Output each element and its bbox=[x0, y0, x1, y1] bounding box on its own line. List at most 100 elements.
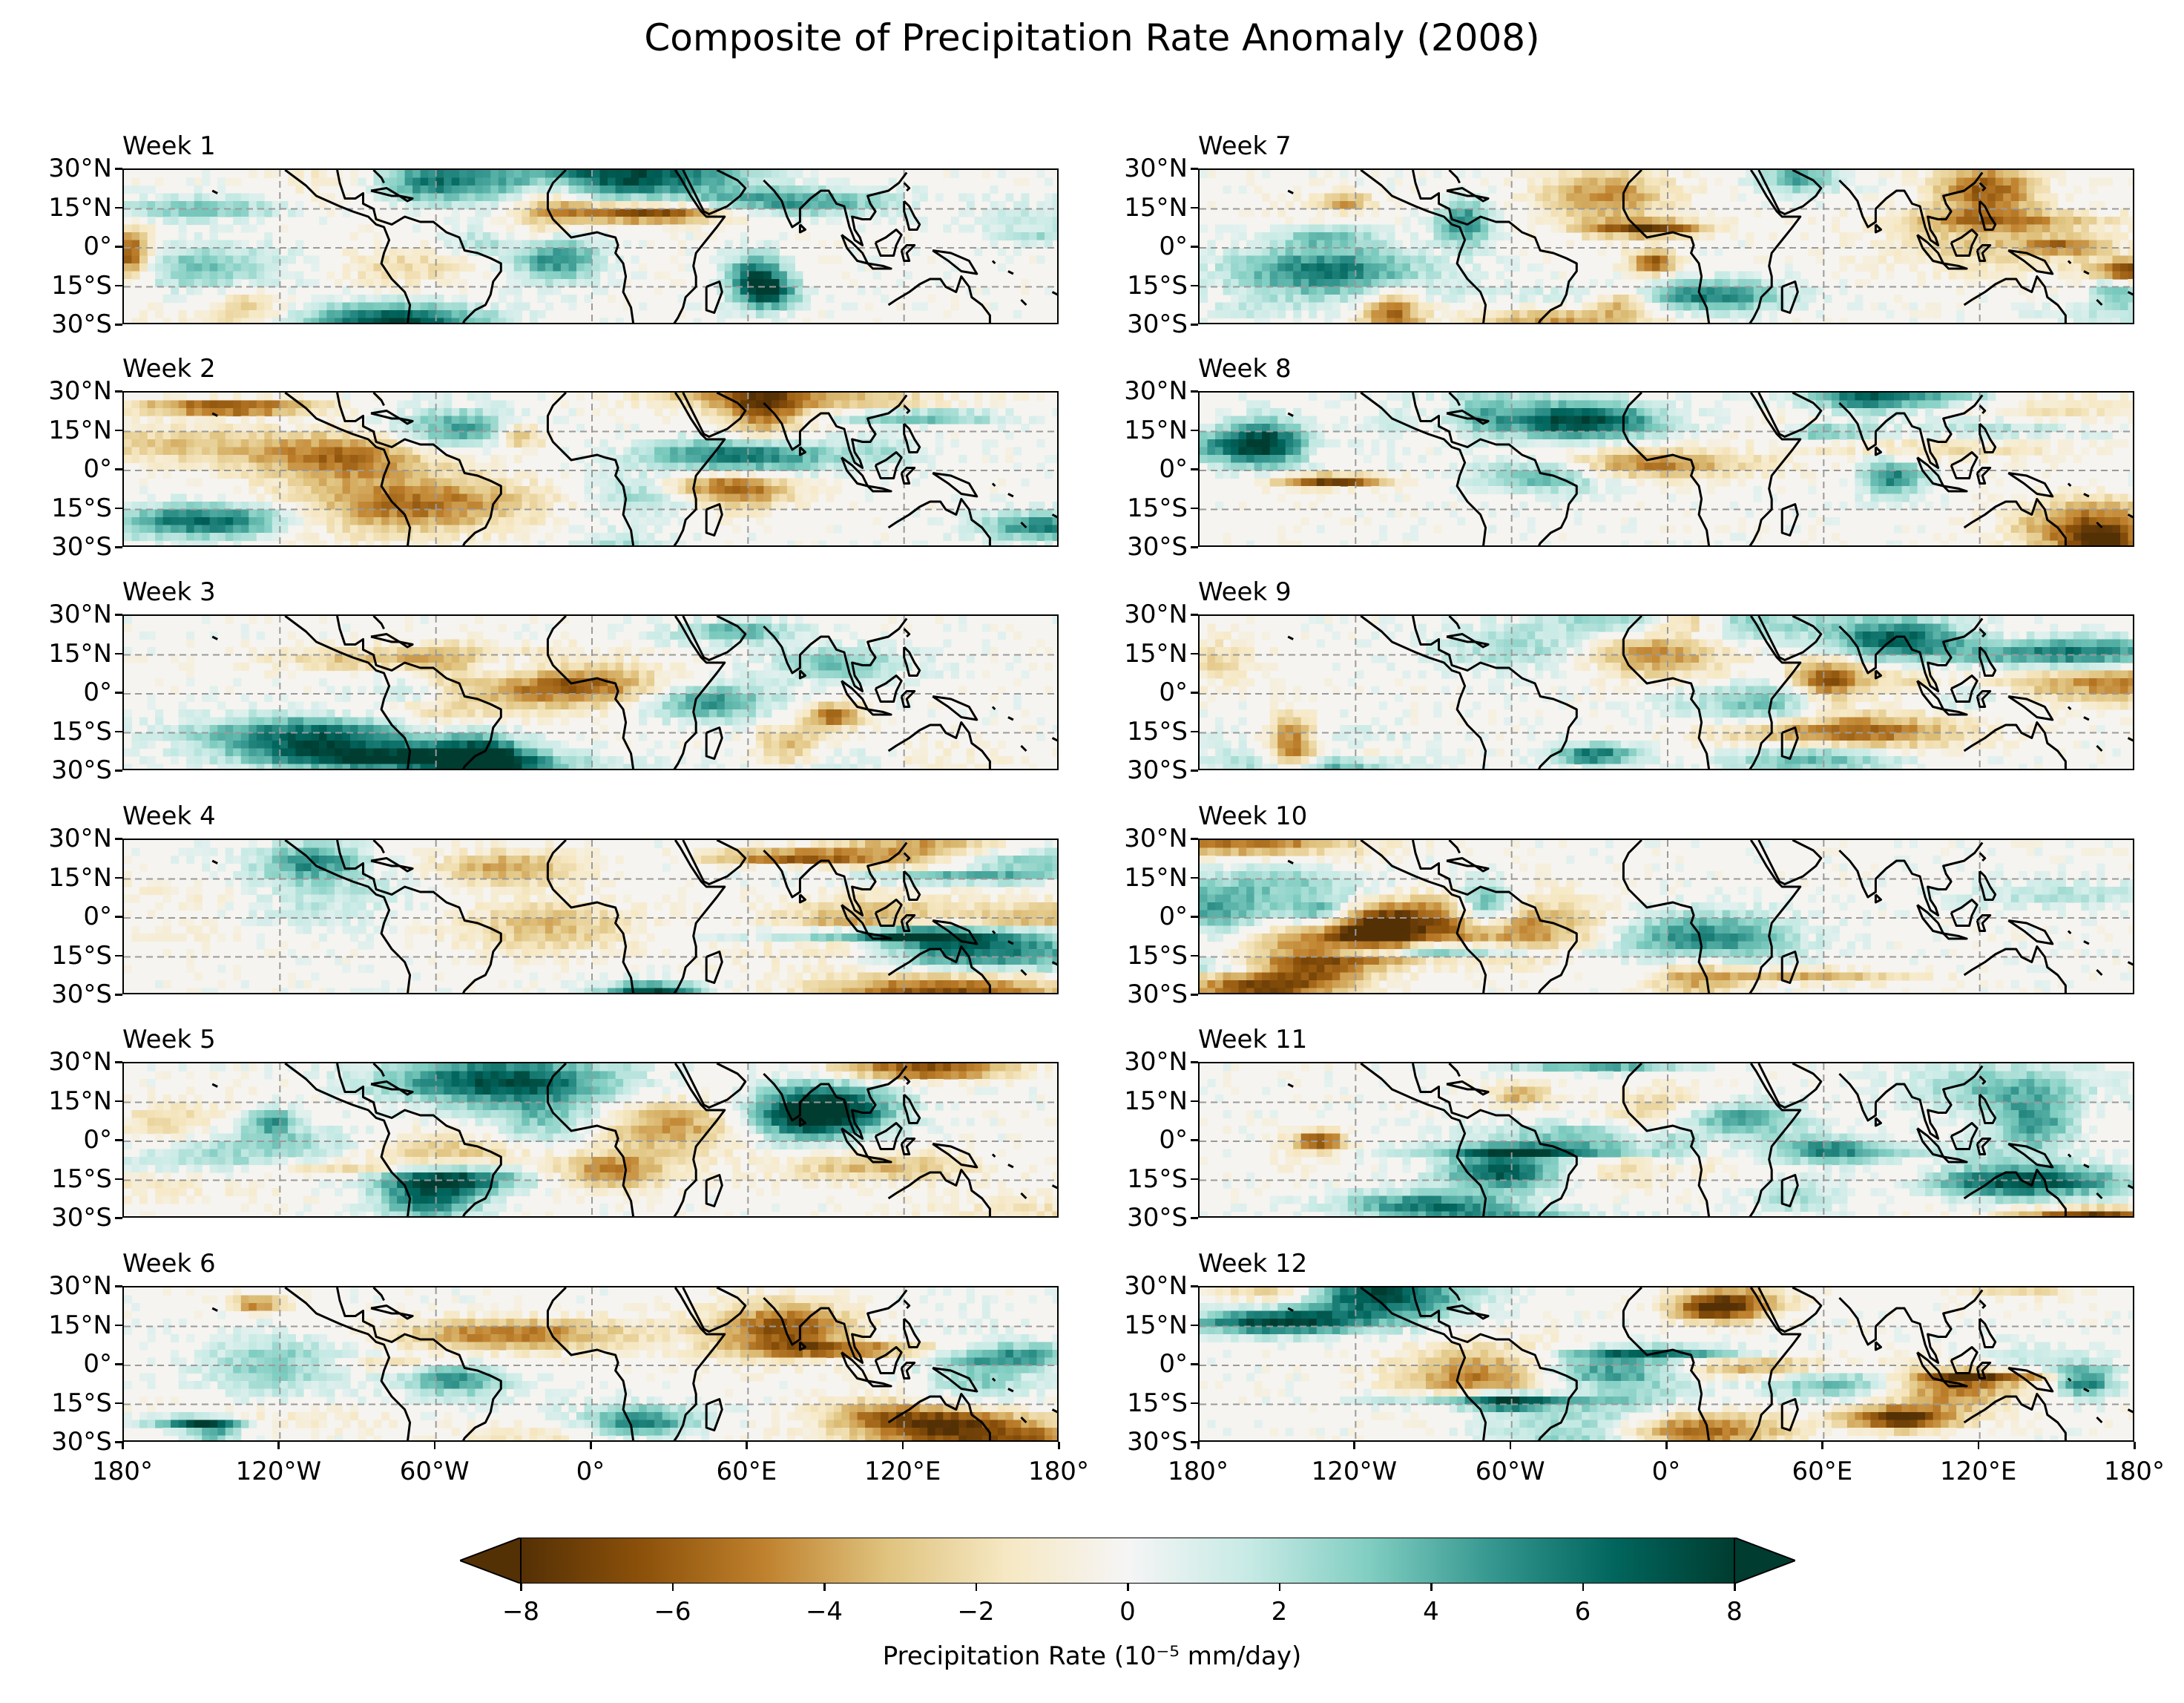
lat-tick-mark bbox=[115, 324, 122, 326]
coastline bbox=[1757, 170, 1823, 215]
coastline bbox=[1051, 291, 1057, 296]
colorbar-tick-mark bbox=[823, 1584, 826, 1591]
coastline bbox=[991, 1153, 996, 1158]
colorbar-extend-left bbox=[460, 1538, 522, 1584]
coastline bbox=[1007, 270, 1014, 275]
lon-tick-label: 120°W bbox=[235, 1457, 322, 1486]
coastline bbox=[932, 472, 978, 498]
lat-tick-label: 30°N bbox=[48, 824, 112, 853]
coastline bbox=[1979, 646, 1997, 677]
lon-tick-mark bbox=[277, 1442, 280, 1449]
colorbar-tick-mark bbox=[1430, 1584, 1433, 1591]
coastline bbox=[1446, 187, 1477, 197]
map-plot-area bbox=[122, 391, 1059, 547]
coastline bbox=[705, 951, 723, 984]
lat-tick-mark bbox=[115, 390, 122, 393]
coastline bbox=[398, 864, 414, 873]
coastline bbox=[1749, 170, 1802, 323]
coastline bbox=[1780, 951, 1799, 984]
coastline bbox=[1979, 404, 1987, 415]
coastline bbox=[1950, 451, 1979, 479]
lat-tick-label: 15°N bbox=[48, 1310, 112, 1340]
coastline bbox=[932, 249, 978, 275]
coastline bbox=[900, 467, 916, 485]
lon-tick-label: 120°E bbox=[1939, 1457, 2017, 1486]
lat-tick-mark bbox=[1191, 692, 1198, 694]
lat-tick-mark bbox=[115, 468, 122, 470]
colorbar-extend-right bbox=[1734, 1538, 1795, 1584]
coastline bbox=[2067, 1377, 2072, 1382]
coastline bbox=[2067, 260, 2072, 265]
coastline bbox=[705, 726, 723, 760]
anomaly-field bbox=[1200, 1063, 2133, 1216]
lon-tick-mark bbox=[1665, 1442, 1668, 1449]
colorbar-tick-mark bbox=[1127, 1584, 1129, 1591]
lat-tick-label: 30°N bbox=[1124, 824, 1188, 853]
coastline bbox=[1950, 1346, 1979, 1374]
map-plot-area bbox=[122, 1286, 1059, 1442]
lat-tick-mark bbox=[115, 1217, 122, 1219]
lat-tick-label: 15°N bbox=[1124, 415, 1188, 445]
coastline bbox=[336, 840, 502, 993]
panel-title: Week 11 bbox=[1198, 1025, 1308, 1054]
coastline bbox=[1963, 721, 2067, 769]
lat-tick-label: 30°S bbox=[51, 532, 112, 562]
lat-tick-mark bbox=[1191, 1402, 1198, 1404]
panel-title: Week 7 bbox=[1198, 131, 1292, 161]
lat-tick-label: 15°N bbox=[48, 862, 112, 893]
coastline bbox=[1780, 1174, 1799, 1207]
coastline bbox=[1757, 393, 1823, 438]
lat-tick-label: 30°N bbox=[48, 376, 112, 406]
coastline bbox=[1287, 1083, 1294, 1088]
panel-title: Week 2 bbox=[122, 354, 216, 384]
colorbar-tick-mark bbox=[671, 1584, 674, 1591]
coastline bbox=[1412, 393, 1578, 545]
lat-tick-mark bbox=[115, 1402, 122, 1404]
lat-tick-label: 0° bbox=[83, 677, 112, 707]
coastline bbox=[991, 260, 996, 265]
coastline bbox=[336, 616, 502, 769]
lon-tick-mark bbox=[746, 1442, 748, 1449]
coastline bbox=[1622, 616, 1711, 769]
coastline bbox=[682, 393, 747, 438]
coastline bbox=[546, 170, 635, 323]
anomaly-field bbox=[1200, 616, 2133, 769]
coastline bbox=[2083, 716, 2090, 721]
lat-tick-label: 0° bbox=[1159, 677, 1188, 707]
lat-tick-mark bbox=[115, 1363, 122, 1365]
coastline bbox=[1950, 229, 1979, 257]
coastline bbox=[763, 1065, 908, 1140]
coastline bbox=[1007, 1388, 1014, 1393]
coastline bbox=[932, 1367, 978, 1393]
coastline bbox=[903, 182, 911, 192]
coastline bbox=[2083, 1164, 2090, 1169]
anomaly-field bbox=[1200, 170, 2133, 323]
colorbar-label: Precipitation Rate (10⁻⁵ mm/day) bbox=[882, 1641, 1302, 1671]
coastline bbox=[1976, 1138, 1992, 1155]
anomaly-field bbox=[124, 1063, 1057, 1216]
coastline bbox=[673, 170, 726, 323]
coastline bbox=[903, 1093, 921, 1124]
lat-tick-label: 0° bbox=[83, 1125, 112, 1155]
panel-title: Week 3 bbox=[122, 577, 216, 607]
lat-tick-label: 30°S bbox=[1127, 755, 1188, 785]
coastline bbox=[903, 1317, 921, 1348]
coastline bbox=[1979, 628, 1987, 638]
coastline bbox=[336, 1063, 502, 1216]
lat-tick-mark bbox=[115, 168, 122, 170]
coastline bbox=[1749, 1287, 1802, 1440]
lon-tick-label: 0° bbox=[1651, 1457, 1681, 1486]
lon-tick-mark bbox=[1821, 1442, 1823, 1449]
lat-tick-mark bbox=[1191, 1178, 1198, 1180]
coastline bbox=[1979, 1093, 1997, 1124]
lat-tick-label: 0° bbox=[1159, 902, 1188, 931]
coastline bbox=[900, 914, 916, 932]
lat-tick-label: 30°N bbox=[1124, 154, 1188, 183]
colorbar-tick-label: 2 bbox=[1271, 1597, 1288, 1627]
map-plot-area bbox=[1198, 839, 2134, 994]
lat-tick-mark bbox=[1191, 954, 1198, 956]
coastline bbox=[1780, 503, 1799, 537]
lat-tick-mark bbox=[115, 1061, 122, 1063]
coastline bbox=[398, 194, 414, 203]
colorbar-tick-mark bbox=[1278, 1584, 1280, 1591]
